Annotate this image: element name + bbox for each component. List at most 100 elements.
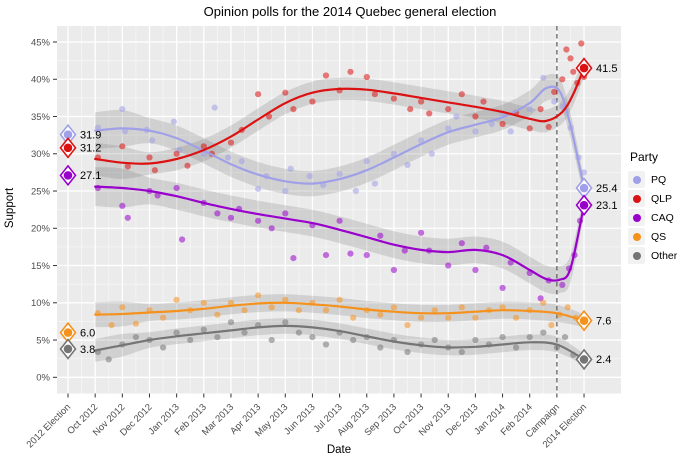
poll-point [418,98,425,105]
poll-point [200,326,207,333]
poll-point [241,329,248,336]
poll-point [160,314,167,321]
poll-point [227,139,235,146]
poll-point [472,128,479,135]
poll-point [265,113,273,120]
poll-point [499,120,506,128]
poll-point [404,348,411,356]
poll-point [214,210,221,217]
marker-2014-qlp: 41.5 [575,57,617,79]
poll-point [371,91,378,98]
diamond-dot [579,200,589,210]
poll-point [268,336,275,344]
poll-point [540,74,547,81]
legend-swatch [628,247,645,264]
poll-point [537,106,544,113]
legend: Party PQ QLP CAQ QS Other [628,150,698,265]
poll-point [570,68,577,75]
poll-point [173,296,180,303]
y-tick-label: 15% [31,261,51,272]
poll-point [322,307,330,314]
poll-point [132,320,139,327]
trend-line-caq [94,185,586,282]
poll-point [564,304,571,311]
poll-point [507,128,514,135]
trend-line-pq [94,85,586,190]
marker-2012-qlp: 31.2 [59,137,101,159]
diamond-dot [579,316,589,325]
marker-2014-pq: 25.4 [575,177,617,199]
poll-point [238,158,245,165]
poll-point [282,210,289,217]
poll-point [559,103,566,110]
chart-title: Opinion polls for the 2014 Quebec genera… [203,4,497,19]
poll-point [377,344,384,351]
poll-point [306,173,313,180]
poll-point [336,217,343,224]
result-label: 6.0 [80,327,95,339]
poll-point [121,128,129,135]
poll-point [526,125,533,132]
poll-point [124,163,131,170]
poll-point [445,314,452,321]
poll-point [200,143,207,150]
result-label: 7.6 [596,315,611,327]
poll-point [390,150,397,157]
diamond-dot [579,63,589,73]
poll-point [268,304,275,311]
x-axis-title: Date [326,444,352,456]
legend-label: QLP [651,192,673,205]
legend-label: PQ [651,173,667,186]
poll-point [255,185,262,192]
poll-point [295,307,302,314]
result-label: 31.9 [80,129,101,141]
poll-point [453,113,460,120]
poll-point [151,167,158,174]
result-label: 31.2 [80,143,101,155]
poll-point [241,307,248,314]
poll-point [227,319,235,326]
legend-item-other: Other [628,246,698,265]
poll-point [322,72,330,79]
poll-point [309,334,316,341]
poll-point [287,165,294,172]
poll-point [513,314,520,321]
poll-point [445,262,452,269]
legend-label: Other [651,249,678,262]
poll-point [445,106,452,113]
poll-point [499,304,506,311]
y-tick-label: 25% [31,186,51,197]
poll-point [404,322,411,329]
poll-point [426,110,433,117]
poll-point [390,304,397,311]
poll-point [488,120,495,128]
poll-point [255,91,262,98]
poll-point [548,322,555,329]
poll-point [418,314,425,321]
diamond-dot [579,183,589,193]
poll-point [390,95,397,102]
poll-point [472,266,479,274]
poll-point [309,98,316,105]
legend-item-caq: CAQ [628,208,698,227]
poll-point [119,202,126,209]
legend-swatch [628,190,645,207]
poll-point [559,76,566,83]
legend-items: PQ QLP CAQ QS Other [628,170,698,265]
poll-point [472,314,479,321]
legend-item-pq: PQ [628,170,698,189]
poll-point [526,106,533,113]
poll-point [407,106,414,113]
poll-point [282,319,289,326]
poll-point [561,334,569,341]
y-axis-title: Support [4,187,16,229]
poll-point [563,46,570,53]
marker-2012-caq: 27.1 [59,164,101,187]
poll-point [179,236,186,243]
trend-line-qlp [94,67,586,165]
poll-point [540,329,547,336]
poll-point [225,154,232,161]
poll-point [336,296,343,303]
poll-point [418,229,425,236]
